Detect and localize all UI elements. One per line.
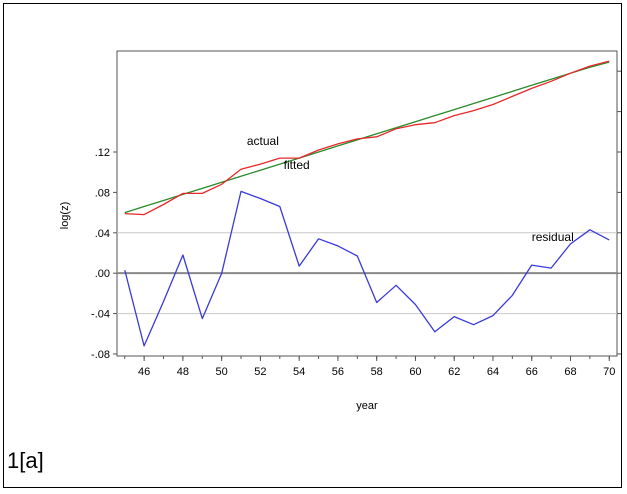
series-line-fitted	[124, 61, 610, 214]
x-tick-label: 46	[138, 366, 150, 378]
y-tick-label: .04	[95, 228, 110, 240]
y-tick-label: .00	[95, 268, 110, 280]
series-line-actual	[124, 60, 610, 216]
x-tick-label: 48	[177, 366, 189, 378]
x-tick-label: 60	[409, 366, 421, 378]
x-tick-label: 62	[448, 366, 460, 378]
x-axis-label: year	[356, 400, 378, 412]
x-tick-label: 58	[371, 366, 383, 378]
y-tick-label: .12	[95, 147, 110, 159]
y-tick-label: -.04	[91, 309, 110, 321]
x-tick-label: 50	[216, 366, 228, 378]
series-line-residual	[124, 190, 610, 347]
x-tick-label: 70	[603, 366, 615, 378]
y-axis-label: log(z)	[59, 202, 71, 230]
plot-area-border	[116, 50, 618, 357]
x-tick-label: 68	[564, 366, 576, 378]
annotation-actual: actual	[247, 134, 279, 148]
x-tick-label: 66	[526, 366, 538, 378]
y-tick-label: -.08	[91, 349, 110, 361]
y-tick-label: .08	[95, 187, 110, 199]
figure-label: 1[a]	[7, 448, 44, 473]
annotation-residual: residual	[532, 230, 574, 244]
figure-frame	[3, 3, 622, 488]
x-tick-label: 56	[332, 366, 344, 378]
x-tick-label: 52	[254, 366, 266, 378]
x-tick-label: 54	[293, 366, 305, 378]
annotation-fitted: fitted	[284, 158, 310, 172]
x-tick-label: 64	[487, 366, 499, 378]
